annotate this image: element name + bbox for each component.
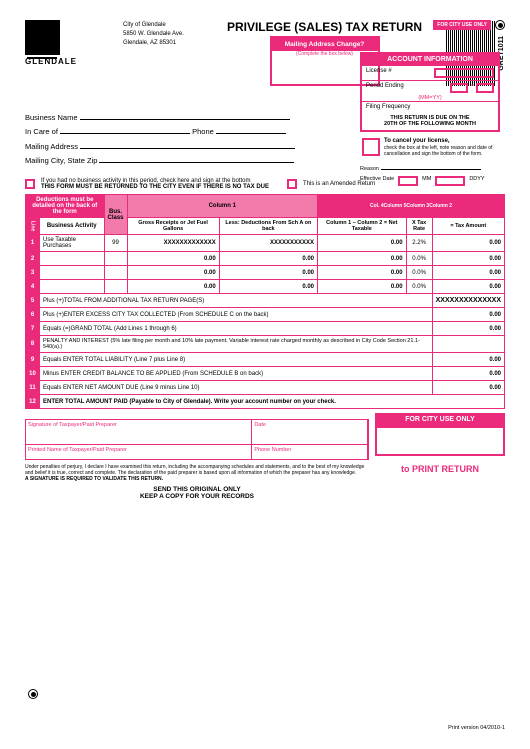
mcsz-input[interactable] — [99, 154, 294, 163]
cancel-title: To cancel your license, — [384, 138, 450, 144]
eff-mm[interactable] — [398, 176, 418, 186]
notice-l2: THIS FORM MUST BE RETURNED TO THE CITY E… — [41, 184, 281, 190]
period-label: Period Ending — [366, 83, 404, 93]
city-use-hdr: FOR CITY USE ONLY — [375, 413, 505, 426]
freq-label: Filing Frequency — [366, 104, 410, 110]
no-activity-checkbox[interactable] — [25, 179, 35, 189]
care-input[interactable] — [60, 125, 190, 134]
mcsz-label: Mailing City, State Zip — [25, 156, 97, 165]
eff-ddyy[interactable] — [435, 176, 465, 186]
cancel-checkbox[interactable] — [362, 138, 380, 156]
phone-label: Phone — [192, 127, 214, 136]
for-city-badge: FOR CITY USE ONLY — [433, 20, 491, 30]
main-table: Deductions must be detailed on the back … — [25, 194, 505, 409]
mail-change-hdr: Mailing Address Change? — [272, 38, 378, 51]
bn-label: Business Name — [25, 113, 78, 122]
radio-top[interactable] — [495, 20, 505, 30]
period-mm[interactable] — [450, 83, 468, 93]
due-l2: 20TH OF THE FOLLOWING MONTH — [365, 121, 495, 127]
form-title: PRIVILEGE (SALES) TAX RETURN — [211, 20, 438, 34]
city-use-box — [375, 426, 505, 456]
account-panel: ACCOUNT INFORMATION License # Period End… — [360, 52, 505, 186]
acct-hdr: ACCOUNT INFORMATION — [362, 54, 498, 65]
table-row: 1 Use Taxable Purchases 99 XXXXXXXXXXXXX… — [26, 235, 505, 252]
maddr-label: Mailing Address — [25, 142, 78, 151]
logo-block: GLENDALE — [25, 20, 115, 86]
cancel-sub: check the box at the left, note reason a… — [384, 145, 503, 157]
org-csz: Glendale, AZ 85301 — [123, 40, 203, 47]
phone-input[interactable] — [216, 125, 286, 134]
org-street: 5850 W. Glendale Ave. — [123, 31, 203, 38]
period-yy[interactable] — [476, 83, 494, 93]
license-label: License # — [366, 68, 392, 78]
print-return-button[interactable]: to PRINT RETURN — [375, 456, 505, 482]
eff-label: Effective Date — [360, 176, 394, 186]
org-city: City of Glendale — [123, 22, 203, 29]
table-row: 4 0.000.00 0.000.0% 0.00 — [26, 280, 505, 294]
glendale-logo-icon — [25, 20, 60, 55]
bn-input[interactable] — [80, 111, 290, 120]
license-input[interactable] — [434, 68, 494, 78]
radio-bottom[interactable] — [28, 689, 38, 699]
reason-label: Reason — [360, 166, 379, 172]
care-label: In Care of — [25, 127, 58, 136]
tax-return-form: FOR CITY USE ONLY GLENDALE City of Glend… — [0, 0, 530, 749]
maddr-input[interactable] — [80, 140, 295, 149]
reason-input[interactable] — [381, 161, 481, 170]
table-row: 2 0.000.00 0.000.0% 0.00 — [26, 252, 505, 266]
table-row: 3 0.000.00 0.000.0% 0.00 — [26, 266, 505, 280]
signature-box: Signature of Taxpayer/Paid Preparer Date — [25, 419, 369, 445]
amended-checkbox[interactable] — [287, 179, 297, 189]
version-label: Print version 04/2010-1 — [448, 725, 505, 731]
